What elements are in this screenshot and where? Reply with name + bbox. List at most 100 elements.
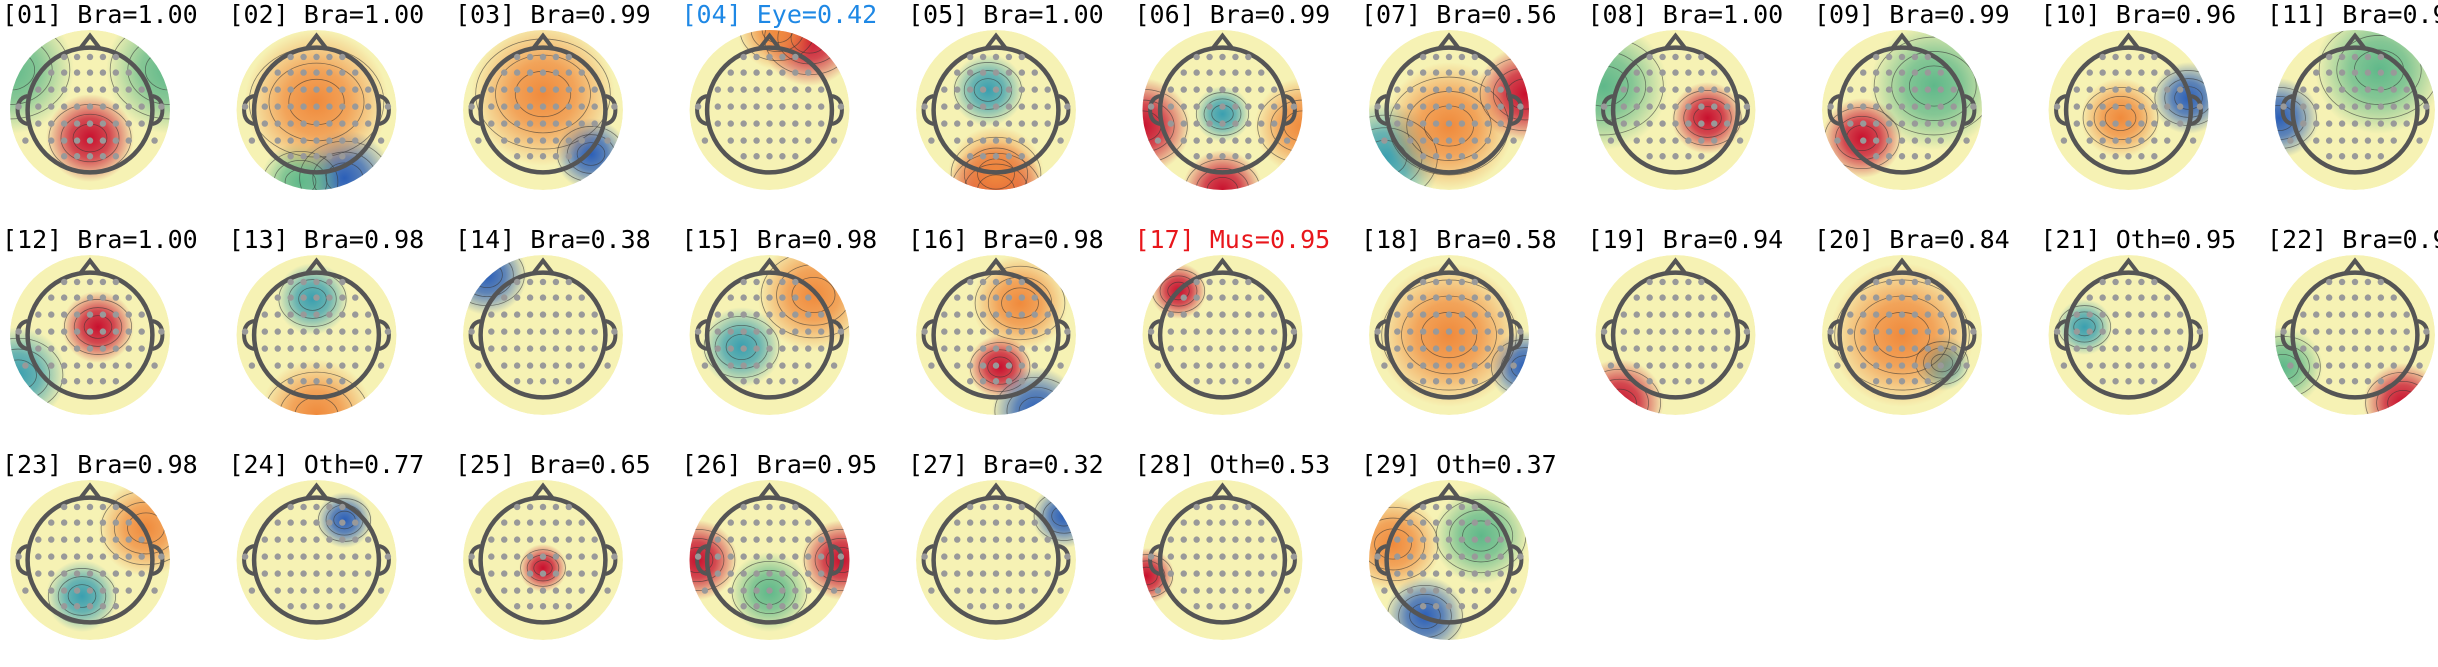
topomap: [22] Bra=0.91: [2267, 225, 2438, 415]
electrode: [1206, 328, 1213, 335]
electrode: [1270, 86, 1278, 93]
electrode: [1672, 69, 1679, 76]
electrode: [1471, 103, 1479, 110]
contour-line: [987, 356, 1013, 378]
electrode: [313, 362, 320, 369]
electrode: [1167, 86, 1175, 93]
electrode: [2125, 69, 2132, 76]
electrode: [1659, 311, 1666, 318]
electrode: [2138, 69, 2145, 76]
electrode: [86, 103, 94, 110]
electrode: [1193, 519, 1200, 526]
electrode: [1497, 570, 1504, 577]
electrode: [2164, 362, 2171, 369]
electrode: [1219, 519, 1226, 526]
electrode: [740, 570, 747, 577]
electrode: [1419, 519, 1427, 526]
head-outline: [704, 495, 835, 625]
electrode: [2325, 153, 2333, 160]
contour-line: [10, 30, 71, 120]
electrode: [125, 587, 132, 594]
electrode: [138, 328, 145, 335]
electrode: [2164, 137, 2171, 144]
electrode: [694, 328, 702, 335]
electrode: [73, 103, 81, 110]
electrode: [2151, 362, 2158, 369]
contour-line: [791, 276, 836, 314]
electrode: [979, 536, 987, 543]
electrode: [2423, 103, 2430, 110]
electrode: [1031, 69, 1038, 76]
electrode: [714, 536, 722, 543]
contour-line: [1142, 566, 1158, 586]
component-label: [10] Bra=0.96: [2041, 0, 2237, 29]
electrode: [2416, 137, 2423, 144]
electrode: [48, 345, 55, 352]
electrode: [1057, 587, 1064, 594]
electrode: [1180, 137, 1187, 144]
electrode: [2125, 345, 2132, 352]
electrode: [1005, 536, 1013, 543]
electrode: [384, 328, 392, 335]
electrode: [112, 519, 120, 526]
electrode: [287, 278, 294, 286]
electrode: [2125, 53, 2132, 61]
electrode: [1672, 120, 1679, 127]
electrode: [1898, 378, 1906, 385]
electrode: [2125, 153, 2132, 160]
electrode: [248, 362, 256, 369]
electrode: [2073, 328, 2081, 335]
electrode: [1445, 362, 1453, 369]
electrode: [339, 153, 346, 160]
electrode: [1394, 345, 1401, 352]
electrode: [1872, 53, 1880, 61]
electrode: [766, 345, 773, 352]
electrode: [2189, 362, 2197, 369]
electrode: [992, 570, 1000, 577]
activation-blob: [1671, 82, 1744, 154]
electrode: [1206, 570, 1213, 577]
electrode: [2423, 328, 2430, 335]
nose: [757, 257, 782, 275]
electrode: [287, 53, 294, 61]
contour-line: [1873, 36, 1982, 136]
electrode: [125, 362, 132, 369]
electrode: [1219, 570, 1226, 577]
electrode: [99, 311, 107, 318]
contour-line: [10, 49, 36, 91]
electrode: [1847, 311, 1854, 318]
electrode: [565, 603, 573, 610]
electrode: [86, 278, 94, 286]
electrode: [830, 362, 838, 369]
electrode: [565, 536, 573, 543]
electrode: [1147, 553, 1155, 560]
electrode: [792, 570, 799, 577]
contour-line: [1448, 509, 1514, 563]
contour-line: [2104, 105, 2137, 132]
electrode: [578, 587, 585, 594]
electrode: [1219, 153, 1226, 160]
electrode: [2086, 69, 2093, 76]
electrode: [2390, 86, 2397, 93]
electrode: [2403, 311, 2410, 318]
electrode: [1394, 553, 1401, 560]
electrode: [1232, 536, 1239, 543]
electrode: [779, 120, 786, 127]
electrode: [2390, 137, 2397, 144]
electrode: [526, 137, 534, 144]
electrode: [138, 570, 145, 577]
electrode: [73, 137, 81, 144]
electrode: [2377, 137, 2385, 144]
electrode: [2351, 328, 2359, 335]
component-label: [12] Bra=1.00: [2, 225, 198, 254]
electrode: [1458, 137, 1466, 144]
electrode: [73, 278, 81, 286]
electrode: [2164, 86, 2171, 93]
electrode: [1283, 137, 1291, 144]
electrode: [753, 153, 760, 160]
electrode: [488, 311, 495, 318]
right-ear: [604, 319, 618, 351]
head-outline: [1157, 45, 1288, 175]
electrode: [1672, 103, 1679, 110]
electrode: [326, 328, 333, 335]
